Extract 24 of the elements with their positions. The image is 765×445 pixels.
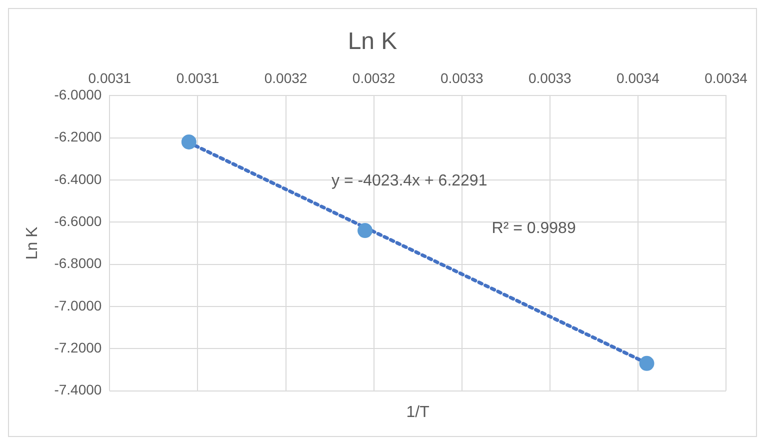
x-tick-label: 0.0033 [440,70,484,86]
y-tick-label: -7.2000 [54,339,102,356]
y-tick-label: -6.2000 [54,128,102,145]
y-tick-label: -6.0000 [54,86,102,102]
x-tick-label: 0.0034 [616,70,660,86]
y-axis-title: Ln K [24,226,42,260]
point [181,134,196,150]
y-tick-label: -6.8000 [54,255,102,272]
y-tick-label: -7.4000 [54,382,102,398]
chart-title: Ln K [348,28,398,56]
x-tick-label: 0.0033 [528,70,572,86]
x-axis-title: 1/T [406,404,430,421]
x-tick-label: 0.0032 [264,70,308,86]
annotation: y = -4023.4x + 6.2291 [332,172,488,190]
x-tick-label: 0.0032 [352,70,396,86]
y-tick-label: -6.4000 [54,170,102,187]
x-tick-label: 0.0031 [176,70,220,86]
x-tick-label: 0.0034 [704,70,748,86]
y-tick-label: -6.6000 [54,212,102,229]
y-tick-label: -7.0000 [54,297,102,314]
annotation: R² = 0.9989 [492,220,576,237]
x-tick-label: 0.0031 [88,70,132,86]
point [358,223,373,238]
point [639,356,654,371]
